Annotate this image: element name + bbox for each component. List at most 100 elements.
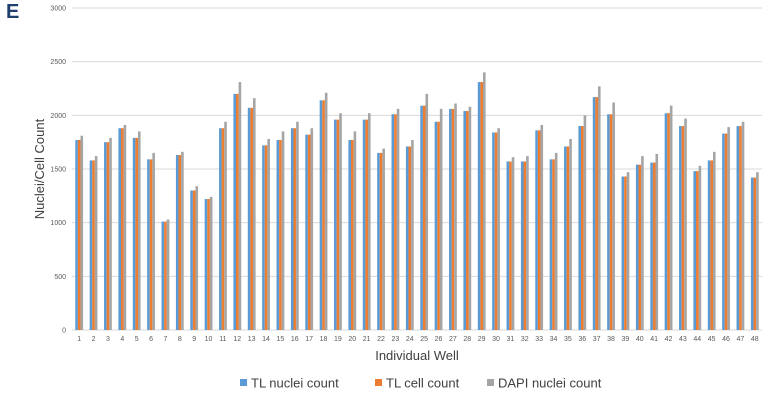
bar [506, 161, 510, 330]
bar [353, 131, 357, 330]
bar [454, 103, 457, 330]
bar [175, 155, 179, 330]
bar [509, 161, 512, 330]
bar [425, 93, 429, 330]
panel-label: E [6, 1, 20, 23]
x-tick-label: 1 [77, 336, 81, 343]
bar [422, 105, 426, 330]
bar [221, 128, 225, 330]
bar [712, 151, 716, 330]
bar [152, 152, 155, 330]
x-tick-label: 46 [722, 336, 730, 343]
bar [641, 156, 644, 330]
x-tick-label: 23 [392, 336, 400, 343]
x-tick-label: 36 [578, 336, 586, 343]
bar [137, 131, 141, 330]
bar [466, 111, 469, 330]
bar [526, 156, 529, 330]
bar [592, 97, 596, 330]
x-tick-label: 24 [406, 336, 414, 343]
x-tick-label: 9 [192, 336, 196, 343]
x-tick-label: 29 [478, 336, 486, 343]
bar [219, 128, 222, 330]
bar [724, 133, 728, 330]
x-tick-label: 31 [507, 336, 515, 343]
x-tick-label: 27 [449, 336, 457, 343]
x-tick-label: 21 [363, 336, 371, 343]
x-tick-label: 22 [377, 336, 385, 343]
y-tick-labels: 0 500 1000 1500 2000 2500 3000 [50, 6, 66, 335]
bar [250, 107, 253, 330]
bar [540, 124, 544, 330]
bar [310, 128, 314, 330]
x-tick-label: 32 [521, 336, 529, 343]
bar [296, 121, 299, 330]
bar [135, 137, 138, 330]
x-tick-label: 18 [320, 336, 328, 343]
bar [106, 142, 110, 330]
y-tick-label: 0 [62, 328, 66, 335]
x-tick-label: 34 [550, 336, 558, 343]
bar [149, 159, 153, 330]
bar [581, 126, 584, 330]
bar [595, 97, 598, 330]
bar [121, 128, 124, 330]
bar [190, 190, 193, 330]
x-tick-label: 43 [679, 336, 687, 343]
bar [181, 151, 184, 330]
bar [405, 146, 409, 330]
x-tick-label: 26 [435, 336, 443, 343]
bar [535, 130, 538, 330]
y-tick-label: 3000 [50, 6, 66, 13]
y-axis-title: Nuclei/Cell Count [32, 118, 47, 219]
bar [523, 161, 527, 330]
bar [262, 145, 265, 330]
bar [293, 128, 297, 330]
bar [597, 86, 601, 330]
x-tick-label: 20 [348, 336, 356, 343]
bar [607, 114, 610, 330]
bar [80, 135, 84, 330]
x-tick-label: 37 [593, 336, 601, 343]
bar [638, 164, 642, 330]
bar [482, 72, 486, 331]
bar [537, 130, 541, 330]
bar [564, 146, 567, 330]
x-tick-label: 44 [693, 336, 701, 343]
y-tick-label: 1500 [50, 167, 66, 174]
x-tick-label: 42 [665, 336, 673, 343]
bar [635, 164, 639, 330]
bar [621, 176, 625, 330]
bar [583, 115, 587, 330]
bar [451, 108, 455, 330]
bar [319, 100, 323, 330]
bar [494, 132, 498, 330]
x-tick-label: 47 [737, 336, 745, 343]
bar [89, 160, 93, 330]
bar [667, 113, 670, 330]
bar [247, 107, 251, 330]
x-tick-label: 15 [277, 336, 285, 343]
x-tick-label: 33 [535, 336, 543, 343]
x-axis-title: Individual Well [375, 348, 459, 363]
bar [753, 177, 757, 330]
bar [94, 156, 98, 330]
bar [439, 108, 443, 330]
x-tick-label: 8 [178, 336, 182, 343]
bar [756, 172, 759, 330]
bar [511, 157, 515, 330]
bar [652, 162, 656, 330]
bars [75, 72, 759, 331]
bar [463, 111, 467, 330]
bar [669, 105, 673, 330]
bar [736, 126, 740, 330]
bar [104, 142, 107, 330]
bar [437, 121, 440, 330]
bar [178, 155, 182, 330]
bar [664, 113, 668, 330]
bar [365, 119, 368, 330]
legend-swatch [375, 379, 382, 386]
bar [394, 114, 397, 330]
x-tick-label: 28 [463, 336, 471, 343]
x-tick-label: 12 [233, 336, 241, 343]
